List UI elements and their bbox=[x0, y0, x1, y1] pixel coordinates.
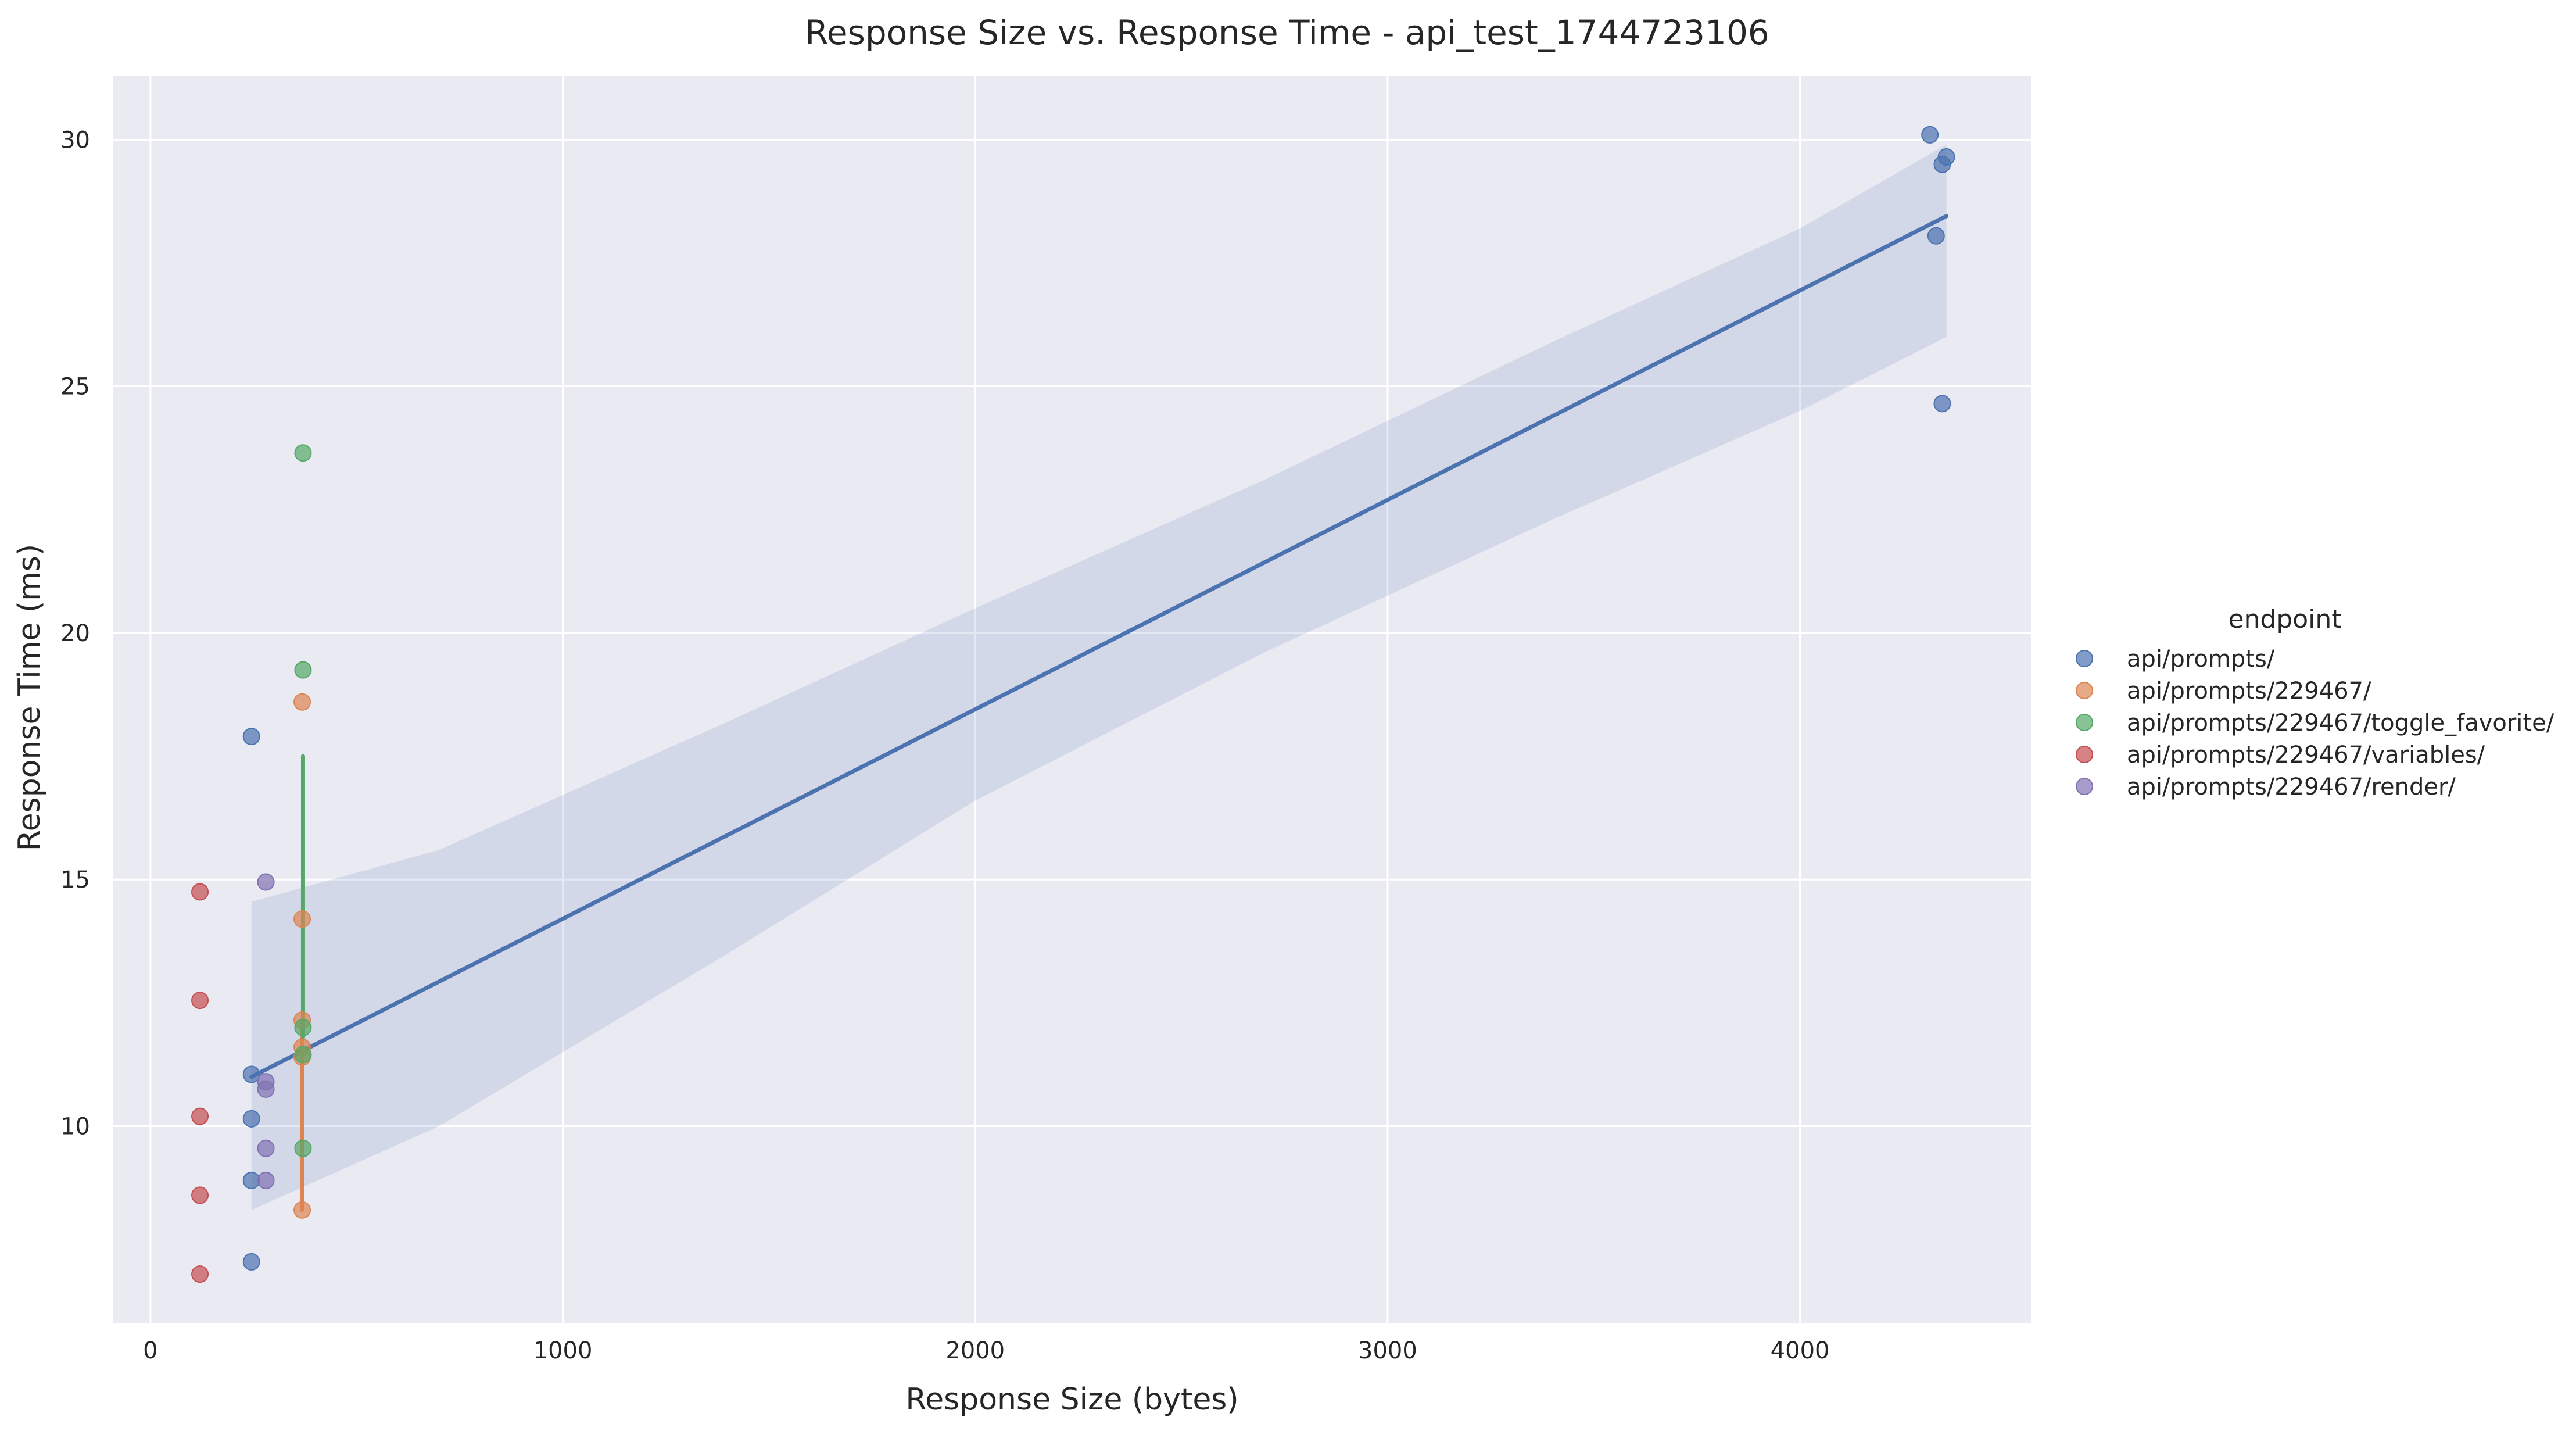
data-point bbox=[1927, 227, 1945, 245]
data-point bbox=[294, 444, 312, 462]
legend-label: api/prompts/229467/variables/ bbox=[2127, 742, 2485, 768]
y-tick-label: 10 bbox=[60, 1114, 90, 1140]
legend-marker bbox=[2076, 650, 2093, 667]
data-point bbox=[191, 1107, 209, 1125]
legend: endpoint api/prompts/api/prompts/229467/… bbox=[2076, 604, 2554, 800]
x-tick-label: 0 bbox=[143, 1337, 157, 1364]
points-layer bbox=[191, 126, 1955, 1283]
y-axis-label: Response Time (ms) bbox=[12, 544, 47, 851]
legend-label: api/prompts/229467/toggle_favorite/ bbox=[2127, 710, 2554, 736]
data-point bbox=[257, 1171, 275, 1189]
data-point bbox=[242, 1171, 260, 1189]
legend-marker bbox=[2076, 746, 2093, 763]
legend-label: api/prompts/229467/render/ bbox=[2127, 774, 2456, 800]
y-tick-label: 30 bbox=[60, 127, 90, 153]
data-point bbox=[191, 883, 209, 901]
data-point bbox=[242, 1253, 260, 1271]
data-point bbox=[294, 661, 312, 679]
x-tick-label: 1000 bbox=[533, 1337, 593, 1364]
chart-title: Response Size vs. Response Time - api_te… bbox=[805, 13, 1769, 52]
data-point bbox=[293, 1201, 311, 1219]
confidence-band bbox=[251, 144, 1947, 1210]
regression-line bbox=[249, 214, 1949, 1079]
data-point bbox=[294, 1139, 312, 1157]
y-tick-label: 25 bbox=[60, 374, 90, 400]
y-tick-label: 20 bbox=[60, 620, 90, 647]
data-point bbox=[242, 1110, 260, 1128]
data-point bbox=[1921, 126, 1939, 144]
data-point bbox=[294, 1046, 312, 1064]
x-tick-label: 3000 bbox=[1358, 1337, 1417, 1364]
legend-marker bbox=[2076, 682, 2093, 699]
legend-marker bbox=[2076, 778, 2093, 795]
data-point bbox=[293, 693, 311, 711]
y-tick-label: 15 bbox=[60, 867, 90, 893]
data-point bbox=[242, 1065, 260, 1083]
data-point bbox=[257, 1139, 275, 1157]
data-point bbox=[191, 1265, 209, 1283]
data-point bbox=[257, 1080, 275, 1098]
legend-label: api/prompts/229467/ bbox=[2127, 678, 2371, 704]
confidence-band-layer bbox=[251, 144, 1947, 1210]
data-point bbox=[191, 1186, 209, 1204]
data-point bbox=[242, 728, 260, 746]
legend-label: api/prompts/ bbox=[2127, 646, 2275, 672]
plot-area bbox=[113, 76, 2031, 1323]
tick-labels: 0 1000 2000 3000 4000 10 15 20 25 30 bbox=[60, 127, 1829, 1364]
data-point bbox=[293, 910, 311, 928]
legend-marker bbox=[2076, 714, 2093, 731]
legend-title: endpoint bbox=[2228, 604, 2341, 634]
x-axis-label: Response Size (bytes) bbox=[905, 1382, 1238, 1417]
x-tick-label: 4000 bbox=[1771, 1337, 1830, 1364]
grid-lines bbox=[113, 76, 2031, 1323]
data-point bbox=[1933, 155, 1951, 173]
data-point bbox=[257, 873, 275, 891]
data-point bbox=[191, 992, 209, 1010]
x-tick-label: 2000 bbox=[945, 1337, 1005, 1364]
data-point bbox=[1933, 395, 1951, 413]
data-point bbox=[294, 1018, 312, 1036]
